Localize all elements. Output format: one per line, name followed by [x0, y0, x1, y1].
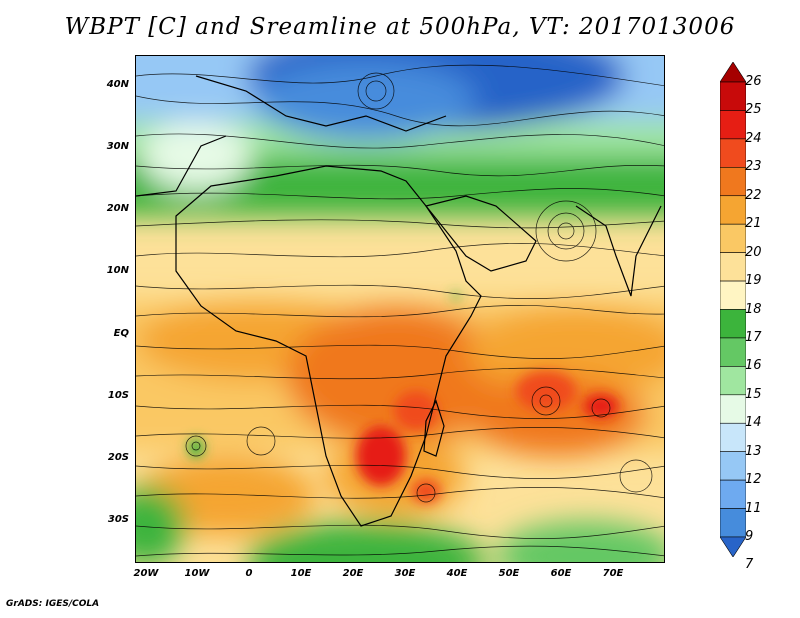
colorbar-swatch	[720, 309, 746, 339]
colorbar-swatch	[720, 138, 746, 168]
colorbar-swatch	[720, 451, 746, 481]
colorbar-label: 22	[745, 187, 762, 203]
colorbar-swatch	[720, 110, 746, 140]
lon-label: 50E	[498, 568, 520, 579]
colorbar-swatch	[720, 337, 746, 367]
lat-label: 30N	[106, 141, 129, 152]
colorbar-label: 12	[745, 472, 762, 488]
lat-label: 20N	[106, 203, 129, 214]
lat-label: 30S	[107, 514, 129, 525]
colorbar-swatch	[720, 394, 746, 424]
colorbar-label: 11	[745, 500, 762, 516]
lon-label: 60E	[550, 568, 572, 579]
colorbar-swatch	[720, 81, 746, 111]
colorbar	[720, 62, 746, 557]
colorbar-label: 14	[745, 415, 762, 431]
lat-label: 40N	[106, 79, 129, 90]
colorbar-label: 7	[745, 557, 754, 573]
colorbar-label: 24	[745, 130, 762, 146]
lon-label: 40E	[446, 568, 468, 579]
lat-label: 20S	[107, 452, 129, 463]
lon-label: 20W	[133, 568, 159, 579]
lat-label: 10N	[106, 265, 129, 276]
colorbar-swatch	[720, 366, 746, 396]
colorbar-swatch	[720, 280, 746, 310]
lat-label: 10S	[107, 390, 129, 401]
colorbar-swatch	[720, 479, 746, 509]
colorbar-swatch	[720, 508, 746, 538]
colorbar-label: 13	[745, 443, 762, 459]
colorbar-label: 26	[745, 74, 762, 89]
lon-label: 10W	[184, 568, 210, 579]
colorbar-swatch	[720, 252, 746, 282]
colorbar-swatch	[720, 223, 746, 253]
grads-credit: GrADS: IGES/COLA	[6, 599, 100, 609]
colorbar-swatch	[720, 167, 746, 197]
colorbar-swatch	[720, 422, 746, 452]
colorbar-label: 9	[745, 529, 754, 544]
lon-label: 0	[245, 568, 253, 579]
colorbar-label: 23	[745, 159, 762, 175]
colorbar-label: 20	[745, 244, 762, 260]
lon-label: 30E	[394, 568, 416, 579]
colorbar-max-arrow	[720, 62, 746, 83]
colorbar-label: 25	[745, 102, 762, 118]
wbpt-field	[136, 56, 664, 562]
lon-label: 20E	[342, 568, 364, 579]
colorbar-swatch	[720, 195, 746, 225]
colorbar-label: 19	[745, 273, 762, 289]
colorbar-label: 18	[745, 301, 762, 317]
colorbar-label: 21	[745, 216, 762, 232]
lat-label: EQ	[113, 328, 129, 339]
map-panel	[135, 55, 665, 563]
chart-title: WBPT [C] and Sreamline at 500hPa, VT: 20…	[64, 14, 736, 40]
colorbar-label: 17	[745, 329, 762, 345]
colorbar-label: 16	[745, 358, 762, 374]
colorbar-label: 15	[745, 386, 762, 402]
lon-label: 70E	[602, 568, 624, 579]
lon-label: 10E	[290, 568, 312, 579]
colorbar-min-arrow	[720, 536, 746, 557]
